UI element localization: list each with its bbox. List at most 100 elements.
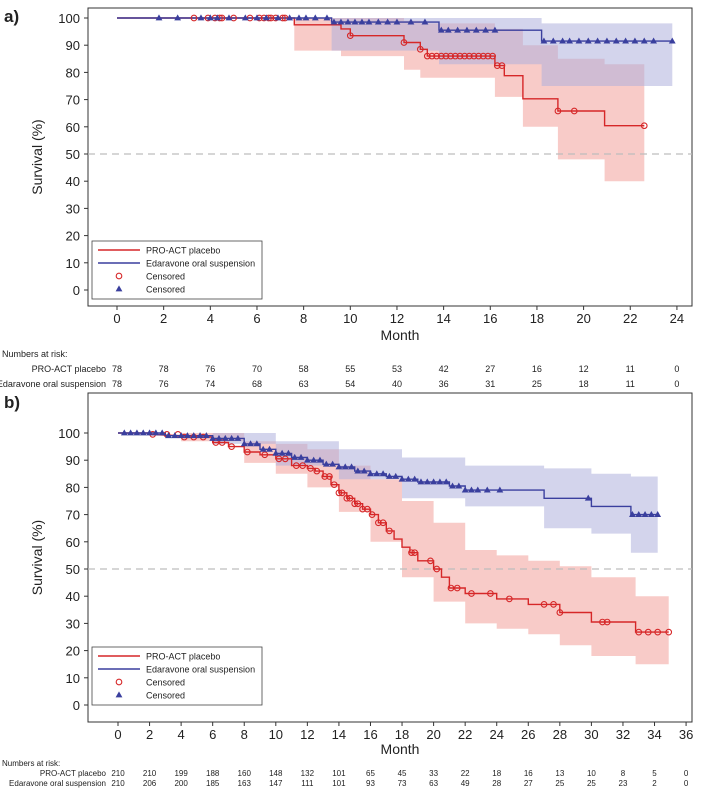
edaravone-censored-marker: [253, 14, 261, 21]
edaravone-censored-marker: [442, 478, 450, 485]
x-tick-label: 4: [207, 311, 214, 326]
edaravone-censored-marker: [654, 511, 662, 517]
placebo-censored-marker: [368, 511, 376, 518]
placebo-censored-marker: [338, 489, 346, 497]
placebo-censored-marker: [379, 519, 387, 527]
edaravone-censored-marker: [404, 475, 412, 482]
x-tick-label: 6: [253, 311, 260, 326]
placebo-censored-marker: [299, 462, 306, 469]
placebo-censored-marker: [654, 628, 662, 636]
edaravone-censored-marker: [559, 37, 567, 44]
edaravone-censored-marker: [640, 37, 648, 44]
y-tick-label: 100: [58, 11, 80, 26]
legend-edaravone-censored-marker: [115, 691, 123, 698]
y-tick-label: 30: [66, 616, 80, 631]
placebo-survival-curve: [118, 432, 669, 633]
x-tick-label: 14: [332, 727, 346, 742]
y-tick-label: 70: [66, 508, 80, 523]
risk-value: 206: [143, 779, 157, 788]
placebo-censored-marker: [433, 52, 440, 60]
risk-value: 23: [619, 779, 628, 788]
placebo-censored-marker: [456, 52, 464, 60]
edaravone-censored-marker: [278, 449, 286, 456]
y-tick-label: 90: [66, 453, 80, 468]
edaravone-censored-marker: [386, 472, 393, 479]
edaravone-censored-marker: [540, 37, 548, 44]
edaravone-censored-marker: [594, 37, 601, 44]
y-tick-label: 0: [73, 698, 80, 713]
edaravone-censored-marker: [316, 456, 324, 463]
risk-value: 18: [492, 769, 501, 778]
edaravone-censored-marker: [474, 486, 482, 493]
risk-value: 27: [524, 779, 533, 788]
edaravone-censored-marker: [455, 482, 463, 489]
edaravone-censored-marker: [647, 511, 655, 517]
edaravone-censored-marker: [641, 511, 649, 517]
edaravone-censored-marker: [437, 26, 445, 33]
placebo-censored-marker: [540, 601, 548, 608]
y-tick-label: 20: [66, 644, 80, 659]
risk-value: 163: [238, 779, 252, 788]
placebo-censored-marker: [261, 451, 269, 459]
edaravone-censored-marker: [423, 478, 431, 485]
edaravone-censored-marker: [190, 432, 198, 439]
y-tick-label: 50: [66, 147, 80, 162]
edaravone-censored-marker: [461, 486, 469, 493]
edaravone-censored-marker: [449, 482, 456, 489]
placebo-censored-marker: [489, 52, 496, 60]
risk-table: Numbers at risk: PRO-ACT placebo 78 78 76 70 5…: [0, 349, 679, 389]
x-tick-label: 28: [553, 727, 567, 742]
risk-value: 13: [555, 769, 564, 778]
y-tick-label: 70: [66, 93, 80, 108]
edaravone-censored-marker: [146, 429, 153, 436]
placebo-censored-marker: [479, 52, 487, 60]
edaravone-censored-marker: [152, 429, 160, 436]
x-tick-label: 16: [363, 727, 377, 742]
edaravone-censored-marker: [483, 486, 491, 493]
legend-censored-label: Censored: [146, 678, 185, 688]
placebo-censored-marker: [375, 519, 382, 527]
x-tick-label: 16: [483, 311, 497, 326]
risk-table-title: Numbers at risk:: [2, 349, 68, 359]
y-tick-label: 20: [66, 229, 80, 244]
legend-placebo-censored-marker: [115, 272, 123, 280]
edaravone-censored-marker: [225, 14, 233, 21]
y-tick-label: 60: [66, 120, 80, 135]
placebo-censored-marker: [550, 601, 557, 608]
edaravone-censored-marker: [650, 37, 657, 44]
placebo-censored-marker: [498, 62, 506, 69]
edaravone-censored-marker: [367, 470, 374, 477]
x-tick-label: 26: [521, 727, 535, 742]
edaravone-censored-marker: [202, 432, 210, 439]
edaravone-censored-marker: [177, 432, 185, 439]
placebo-censored-marker: [386, 527, 393, 535]
risk-value: 31: [485, 379, 495, 389]
placebo-censored-marker: [484, 52, 492, 60]
legend-edaravone-label: Edaravone oral suspension: [146, 665, 255, 675]
risk-value: 12: [579, 364, 589, 374]
placebo-censored-marker: [442, 52, 450, 60]
placebo-censored-marker: [475, 52, 482, 60]
edaravone-censored-marker: [344, 18, 352, 25]
edaravone-censored-marker: [417, 478, 425, 485]
risk-value: 78: [112, 379, 122, 389]
risk-value: 78: [159, 364, 169, 374]
x-tick-label: 10: [343, 311, 357, 326]
edaravone-censored-marker: [196, 432, 204, 439]
risk-value: 93: [366, 779, 375, 788]
placebo-censored-marker: [346, 494, 354, 502]
edaravone-censored-marker: [463, 26, 471, 33]
edaravone-censored-marker: [348, 463, 355, 470]
placebo-censored-marker: [411, 549, 419, 557]
risk-value: 2: [652, 779, 657, 788]
x-tick-label: 12: [390, 311, 404, 326]
risk-value: 54: [345, 379, 355, 389]
edaravone-censored-marker: [228, 434, 236, 441]
risk-value: 70: [252, 364, 262, 374]
edaravone-censored-marker: [323, 14, 331, 21]
risk-table: Numbers at risk:PRO-ACT placebo 210 210 199…: [2, 759, 689, 788]
placebo-censored-marker: [437, 52, 445, 60]
x-tick-label: 8: [300, 311, 307, 326]
y-tick-label: 40: [66, 589, 80, 604]
legend-censored-label: Censored: [146, 272, 185, 282]
